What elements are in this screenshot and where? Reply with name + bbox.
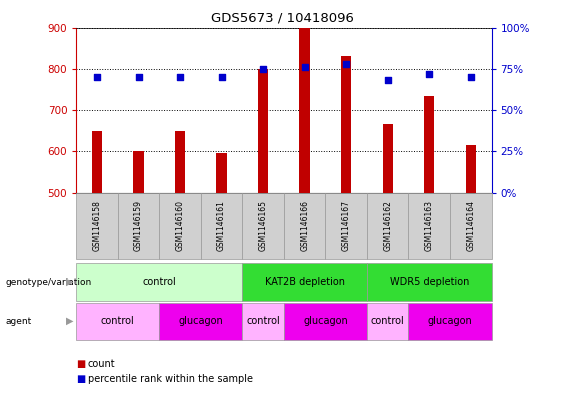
Text: WDR5 depletion: WDR5 depletion — [390, 277, 469, 287]
FancyBboxPatch shape — [325, 193, 367, 259]
Bar — [175, 130, 185, 193]
FancyBboxPatch shape — [118, 193, 159, 259]
Bar — [92, 130, 102, 193]
FancyBboxPatch shape — [367, 303, 408, 340]
Bar — [341, 57, 351, 193]
Point — [217, 74, 226, 80]
Text: ■: ■ — [76, 358, 85, 369]
FancyBboxPatch shape — [450, 193, 492, 259]
FancyBboxPatch shape — [76, 303, 159, 340]
Text: GSM1146160: GSM1146160 — [176, 200, 185, 252]
Bar — [383, 125, 393, 193]
Bar — [466, 145, 476, 193]
Text: control: control — [142, 277, 176, 287]
Text: GSM1146166: GSM1146166 — [300, 200, 309, 252]
Text: glucagon: glucagon — [428, 316, 472, 326]
Text: GSM1146165: GSM1146165 — [259, 200, 268, 252]
Point — [300, 64, 309, 70]
FancyBboxPatch shape — [367, 263, 492, 301]
Text: control: control — [371, 316, 405, 326]
FancyBboxPatch shape — [242, 193, 284, 259]
Text: GSM1146163: GSM1146163 — [425, 200, 434, 252]
Text: GSM1146164: GSM1146164 — [466, 200, 475, 252]
Bar — [133, 151, 144, 193]
Text: count: count — [88, 358, 115, 369]
Text: GSM1146161: GSM1146161 — [217, 200, 226, 252]
Text: ▶: ▶ — [66, 316, 73, 326]
Text: glucagon: glucagon — [303, 316, 348, 326]
Text: GSM1146158: GSM1146158 — [93, 200, 102, 252]
FancyBboxPatch shape — [201, 193, 242, 259]
FancyBboxPatch shape — [242, 303, 284, 340]
Text: genotype/variation: genotype/variation — [6, 278, 92, 286]
FancyBboxPatch shape — [284, 193, 325, 259]
Text: GDS5673 / 10418096: GDS5673 / 10418096 — [211, 12, 354, 25]
FancyBboxPatch shape — [284, 303, 367, 340]
Bar — [216, 153, 227, 193]
FancyBboxPatch shape — [408, 303, 492, 340]
Text: KAT2B depletion: KAT2B depletion — [264, 277, 345, 287]
FancyBboxPatch shape — [367, 193, 408, 259]
Text: GSM1146159: GSM1146159 — [134, 200, 143, 252]
Bar — [258, 69, 268, 193]
FancyBboxPatch shape — [76, 193, 118, 259]
Bar — [424, 95, 434, 193]
Text: ■: ■ — [76, 374, 85, 384]
FancyBboxPatch shape — [242, 263, 367, 301]
Point — [176, 74, 185, 80]
Point — [383, 77, 392, 83]
Text: ▶: ▶ — [66, 277, 73, 287]
Point — [466, 74, 475, 80]
Text: percentile rank within the sample: percentile rank within the sample — [88, 374, 253, 384]
Text: control: control — [101, 316, 134, 326]
Text: agent: agent — [6, 317, 32, 325]
FancyBboxPatch shape — [76, 263, 242, 301]
Point — [259, 66, 268, 72]
Point — [93, 74, 102, 80]
Bar — [299, 28, 310, 193]
Text: glucagon: glucagon — [179, 316, 223, 326]
FancyBboxPatch shape — [159, 303, 242, 340]
Point — [342, 61, 351, 67]
Text: GSM1146167: GSM1146167 — [342, 200, 351, 252]
Text: GSM1146162: GSM1146162 — [383, 200, 392, 252]
Point — [134, 74, 143, 80]
Text: control: control — [246, 316, 280, 326]
Point — [425, 71, 434, 77]
FancyBboxPatch shape — [159, 193, 201, 259]
FancyBboxPatch shape — [408, 193, 450, 259]
